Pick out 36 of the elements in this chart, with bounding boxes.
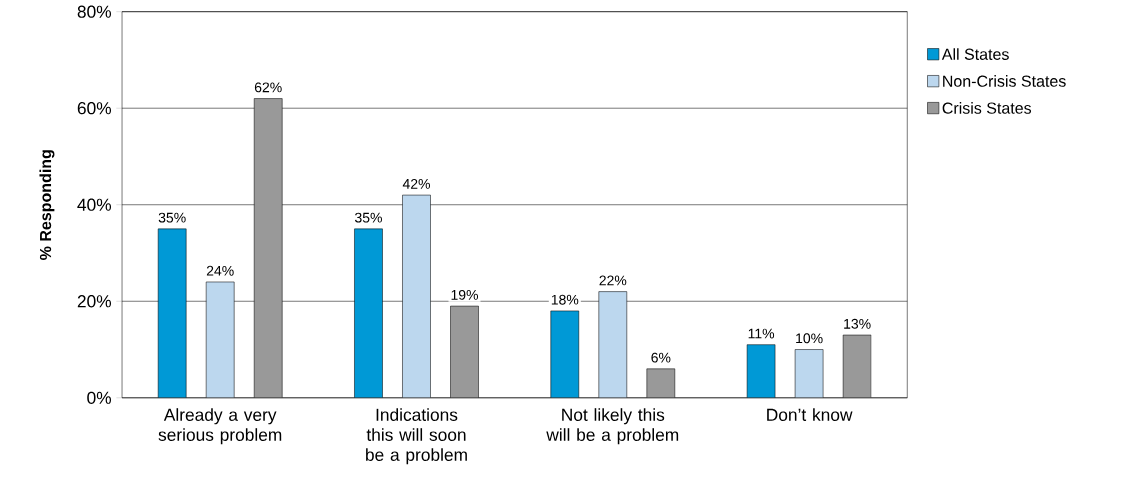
legend-label: Non-Crisis States: [943, 75, 1066, 87]
bar: [746, 344, 776, 398]
bar: [646, 368, 676, 398]
data-label: 6%: [651, 352, 671, 363]
data-label: 18%: [551, 294, 579, 305]
data-label: 24%: [206, 265, 234, 276]
x-tick-label: Not likely this will be a problem: [546, 408, 679, 445]
legend-label: Crisis States: [942, 102, 1032, 114]
y-tick-label: 60%: [77, 102, 112, 115]
y-tick-label: 20%: [77, 295, 112, 308]
data-label: 42%: [402, 179, 430, 189]
data-label: 35%: [158, 212, 186, 223]
data-label: 62%: [254, 82, 282, 93]
bar: [598, 291, 628, 398]
x-tick-label: Indications this will soon be a problem: [366, 408, 467, 465]
legend-label: All States: [941, 48, 1009, 61]
x-tick-label: Already a very serious problem: [158, 408, 282, 445]
data-label: 13%: [844, 318, 871, 329]
y-axis-title: % Responding: [39, 150, 55, 260]
y-tick-label: 80%: [77, 5, 112, 18]
data-label: 22%: [599, 275, 627, 286]
bar: [842, 334, 872, 398]
bar: [550, 310, 580, 398]
data-label: 10%: [796, 333, 823, 344]
y-tick-label: 40%: [77, 198, 112, 211]
bar: [794, 349, 824, 398]
bar: [354, 228, 383, 398]
data-label: 19%: [451, 290, 479, 300]
bar: [205, 281, 235, 398]
bar: [402, 194, 431, 398]
bar: [450, 305, 479, 398]
data-label: 35%: [354, 212, 382, 223]
x-tick-label: Don’t know: [767, 408, 853, 422]
y-tick-label: 0%: [87, 391, 112, 405]
data-label: 11%: [748, 328, 775, 339]
bar: [157, 228, 187, 398]
